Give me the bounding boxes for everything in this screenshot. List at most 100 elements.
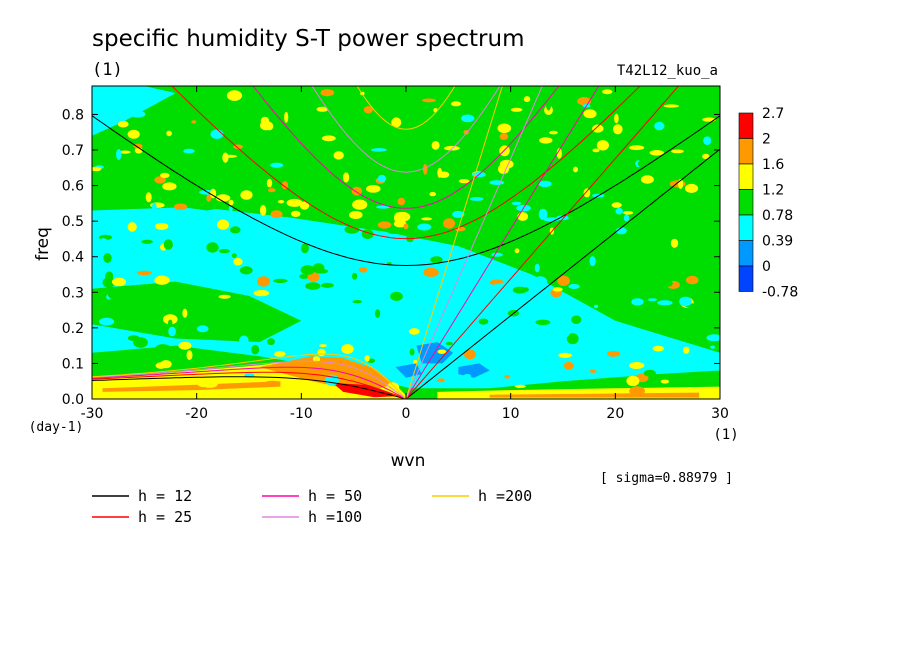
speckle (286, 198, 303, 207)
y-tick-label: 0.1 (62, 356, 84, 372)
speckle (343, 172, 350, 183)
speckle (675, 248, 680, 253)
speckle (320, 89, 335, 97)
curve-h200 (92, 353, 407, 399)
x-axis: -30 -20 -10 0 10 20 30 (81, 86, 729, 422)
speckle (596, 140, 610, 151)
speckle (429, 191, 437, 197)
orange-band-low (259, 356, 396, 392)
speckle (594, 304, 599, 309)
speckle (606, 230, 614, 236)
speckle (333, 151, 344, 160)
speckle (527, 174, 538, 184)
speckle (344, 225, 360, 234)
speckle (657, 300, 673, 306)
speckle (366, 185, 381, 193)
speckle (376, 205, 390, 209)
x-tick-label: -20 (185, 406, 208, 422)
speckle (277, 200, 285, 204)
curve-h25 (405, 86, 680, 399)
speckle (316, 106, 329, 112)
speckle (552, 287, 563, 292)
speckle (436, 378, 445, 383)
speckle (183, 148, 195, 154)
speckle (286, 266, 299, 272)
speckle (169, 351, 185, 358)
speckle (422, 98, 436, 103)
curve-h200 (405, 86, 503, 399)
speckle (568, 284, 580, 289)
speckle (643, 369, 657, 377)
speckle (649, 150, 665, 156)
speckle (523, 96, 531, 103)
speckle (111, 277, 127, 287)
speckle (344, 326, 357, 333)
speckle (196, 325, 209, 333)
speckle (602, 89, 613, 95)
colorbar-swatch (738, 112, 754, 139)
speckle (702, 153, 710, 160)
orange-band-left (102, 381, 281, 392)
colorbar-level-label: 1.6 (762, 157, 784, 173)
speckle (615, 207, 623, 215)
speckle (403, 223, 409, 230)
speckle (592, 124, 604, 133)
speckle (352, 300, 363, 304)
speckle (664, 143, 670, 150)
speckle (231, 253, 237, 258)
speckle (181, 106, 190, 118)
colorbar-swatch (738, 163, 754, 190)
speckle (703, 136, 712, 145)
x-tick-label: 20 (606, 406, 624, 422)
speckle (273, 278, 288, 283)
speckle (251, 344, 260, 355)
speckle (606, 294, 611, 302)
curve-h25 (171, 86, 641, 240)
speckle (470, 197, 484, 201)
chart-units-label: (1) (92, 60, 123, 80)
colorbar-level-label: 2.7 (762, 106, 784, 122)
speckle (268, 188, 276, 193)
y-axis-label: freq (33, 227, 53, 261)
speckle (372, 295, 382, 303)
speckle (228, 199, 234, 206)
speckle (512, 286, 528, 294)
speckle (162, 182, 177, 191)
speckle (168, 319, 173, 327)
speckle (284, 111, 289, 123)
speckle (364, 355, 370, 362)
speckle (375, 309, 381, 318)
speckle (538, 180, 552, 188)
colorbar-swatch (738, 265, 754, 292)
speckle (222, 152, 229, 163)
speckle (341, 344, 354, 354)
speckle (583, 305, 589, 311)
speckle (299, 128, 307, 136)
orange-band-right (489, 392, 700, 398)
cyan-region-topleft (92, 86, 176, 136)
speckle (637, 160, 643, 167)
speckle (189, 239, 204, 243)
speckle (151, 202, 157, 212)
colorbar-level-label: 0.39 (762, 234, 793, 250)
speckle (259, 205, 267, 216)
speckle (210, 129, 224, 139)
speckle (618, 260, 624, 264)
curve-h12 (405, 148, 720, 399)
speckle (290, 210, 301, 217)
speckle (265, 122, 274, 131)
legend-label: h = 50 (308, 487, 362, 505)
speckle (226, 90, 243, 101)
heatmap-regions (92, 86, 720, 399)
curve-h200 (356, 86, 456, 130)
speckle (611, 202, 622, 208)
speckle (685, 275, 699, 285)
speckle (413, 359, 418, 364)
speckle (167, 375, 184, 385)
curve-h100 (405, 86, 543, 399)
speckle (532, 276, 548, 287)
y-axis: 0.0 0.1 0.2 0.3 0.4 0.5 0.6 0.7 0.8 (62, 107, 720, 408)
speckle (321, 135, 336, 142)
speckle (409, 348, 415, 356)
